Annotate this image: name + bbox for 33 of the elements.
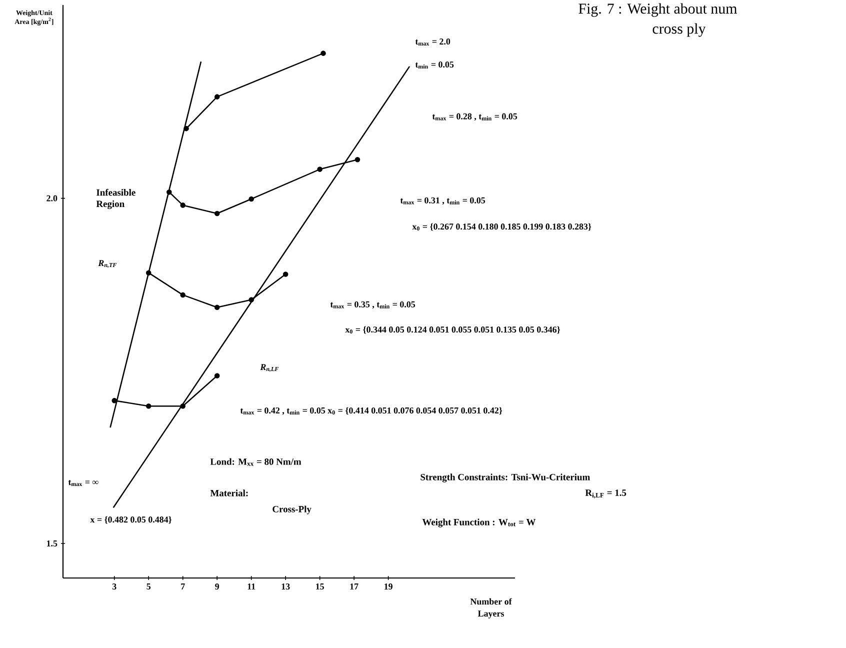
annotation: t$_{max}$ = ∞ [68,480,98,486]
x-axis-title: Number of Layers [470,598,512,618]
text: cross ply [652,23,706,37]
annotation: Weight Function : W$_{tot}$ = W [422,518,536,528]
x-tick-label: 5 [146,584,151,590]
x-tick-label: 19 [384,584,392,590]
x-tick-label: 13 [282,584,290,590]
x-tick-label: 9 [215,584,220,590]
caption: Fig. 7 : Weight about num [578,3,738,17]
x-tick-label: 7 [181,584,185,590]
text: R$_{i,LF}$ = 1.5 [585,490,626,498]
x-tick-label: 15 [316,584,324,590]
y-tick-label: 1.5 [47,540,58,546]
annotation: x$_{0}$ = {0.267 0.154 0.180 0.185 0.199 0.183 0.283} [412,223,592,231]
annotation: x = {0.482 0.05 0.484} [90,516,172,524]
annotation: Strength Constraints: Tsni-Wu-Criterium [420,474,590,482]
annotation: t$_{max}$ = 0.31 , t$_{min}$ = 0.05 [400,197,486,205]
annotation: t$_{max}$ = 0.42 , t$_{min}$ = 0.05 x$_{0}$ = {0.414 0.051 0.076 0.054 0.057 0.051 0.42} [240,407,502,415]
annotation: Material: [210,490,248,496]
x-tick-label: 3 [112,584,116,590]
annotation: Lond: M$_{xx}$ = 80 Nm/m [210,458,302,466]
annotation: R$_{n,LF}$ [260,364,279,372]
annotation: t$_{min}$ = 0.05 [415,61,454,69]
annotation: Infeasible Region [96,188,136,210]
x-tick-label: 11 [248,584,256,590]
y-tick-label: 2.0 [46,195,58,202]
x-tick-label: 17 [350,584,358,590]
annotation: t$_{max}$ = 0.28 , t$_{min}$ = 0.05 [432,113,518,121]
annotation: t$_{max}$ = 0.35 , t$_{min}$ = 0.05 [330,301,416,309]
annotation: t$_{max}$ = 2.0 [415,38,450,46]
annotation: R$_{n,TF}$ [98,260,117,268]
annotation: x$_{0}$ = {0.344 0.05 0.124 0.051 0.055 0.051 0.135 0.05 0.346} [345,326,560,334]
annotation: Cross-Ply [272,506,312,514]
